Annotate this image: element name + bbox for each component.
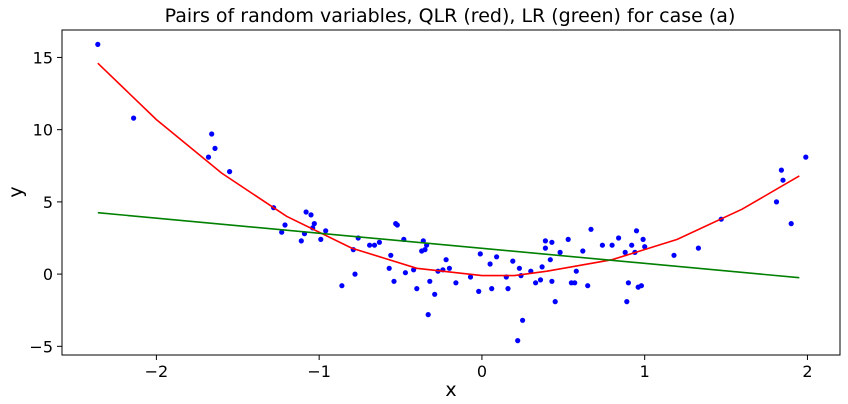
data-point	[537, 277, 544, 283]
x-tick-label: 0	[477, 362, 487, 381]
data-point	[487, 261, 493, 267]
y-tick-label: 5	[43, 193, 53, 212]
plot-frame	[61, 29, 841, 356]
data-point	[542, 245, 549, 251]
data-point	[443, 257, 449, 263]
data-point	[494, 254, 500, 260]
data-point	[515, 338, 521, 344]
data-point	[616, 235, 622, 241]
qlr-fit-line	[97, 62, 800, 277]
data-point	[339, 283, 345, 289]
data-point	[391, 278, 397, 284]
data-point	[572, 280, 578, 286]
data-point	[803, 154, 809, 160]
data-point	[642, 244, 648, 250]
data-point	[131, 115, 137, 121]
data-point	[367, 242, 373, 248]
data-point	[625, 280, 632, 286]
data-point	[539, 264, 545, 270]
data-point	[371, 242, 378, 248]
data-point	[453, 280, 459, 286]
data-point	[209, 131, 215, 137]
y-tick-label: 0	[43, 265, 53, 284]
data-point	[282, 222, 288, 228]
data-point	[477, 251, 483, 257]
data-point	[414, 286, 420, 292]
data-point	[446, 265, 452, 271]
data-point	[580, 248, 586, 254]
data-point	[422, 247, 428, 253]
data-point	[585, 283, 591, 289]
data-point	[773, 199, 780, 205]
data-point	[573, 268, 579, 274]
data-point	[376, 239, 382, 245]
data-point	[624, 299, 630, 305]
x-axis-label: x	[445, 379, 456, 401]
data-point	[516, 265, 523, 271]
data-point	[549, 239, 555, 245]
data-point	[557, 249, 563, 255]
x-tick-label: 2	[802, 362, 812, 381]
data-point	[386, 265, 392, 271]
data-point	[622, 249, 628, 255]
y-tick-label: 15	[33, 48, 53, 67]
data-point	[489, 286, 495, 292]
data-point	[520, 317, 526, 323]
scatter-points	[95, 41, 809, 344]
data-point	[780, 177, 786, 183]
data-point	[542, 238, 549, 244]
data-point	[388, 252, 394, 258]
data-point	[311, 221, 317, 227]
x-tick-label: −2	[145, 362, 169, 381]
data-point	[402, 270, 408, 276]
data-point	[640, 236, 646, 242]
data-point	[308, 212, 314, 218]
data-point	[318, 236, 324, 242]
data-point	[510, 258, 516, 264]
data-point	[629, 242, 635, 248]
data-point	[599, 242, 606, 248]
x-tick-label: −1	[307, 362, 331, 381]
data-point	[425, 312, 431, 318]
data-point	[394, 222, 400, 228]
data-point	[588, 226, 594, 232]
x-axis-ticks: −2 −1 0 1 2	[145, 355, 813, 381]
data-point	[695, 245, 702, 251]
data-point	[95, 41, 101, 48]
data-point	[633, 228, 640, 234]
data-point	[427, 278, 433, 284]
data-point	[476, 288, 482, 294]
data-point	[609, 242, 615, 248]
data-point	[467, 274, 474, 280]
data-point	[227, 169, 233, 175]
data-point	[212, 145, 218, 151]
y-tick-label: −5	[29, 337, 53, 356]
data-point	[323, 228, 329, 234]
data-point	[279, 229, 285, 235]
data-point	[303, 209, 309, 215]
data-point	[533, 280, 539, 286]
data-point	[352, 271, 358, 277]
data-point	[547, 257, 553, 263]
data-point	[298, 238, 304, 244]
data-point	[565, 236, 571, 242]
x-tick-label: 1	[640, 362, 650, 381]
y-tick-label: 10	[33, 121, 53, 140]
chart-title: Pairs of random variables, QLR (red), LR…	[165, 5, 736, 27]
data-point	[671, 252, 677, 258]
data-point	[638, 283, 645, 289]
lr-fit-line	[97, 211, 800, 279]
data-point	[432, 291, 438, 297]
data-point	[549, 278, 555, 284]
data-point	[505, 286, 511, 292]
data-point	[788, 221, 794, 227]
data-point	[205, 154, 212, 160]
data-point	[778, 167, 785, 173]
y-axis-label: y	[5, 186, 27, 197]
data-point	[552, 299, 558, 305]
y-axis-ticks: −5 0 5 10 15	[29, 48, 62, 356]
